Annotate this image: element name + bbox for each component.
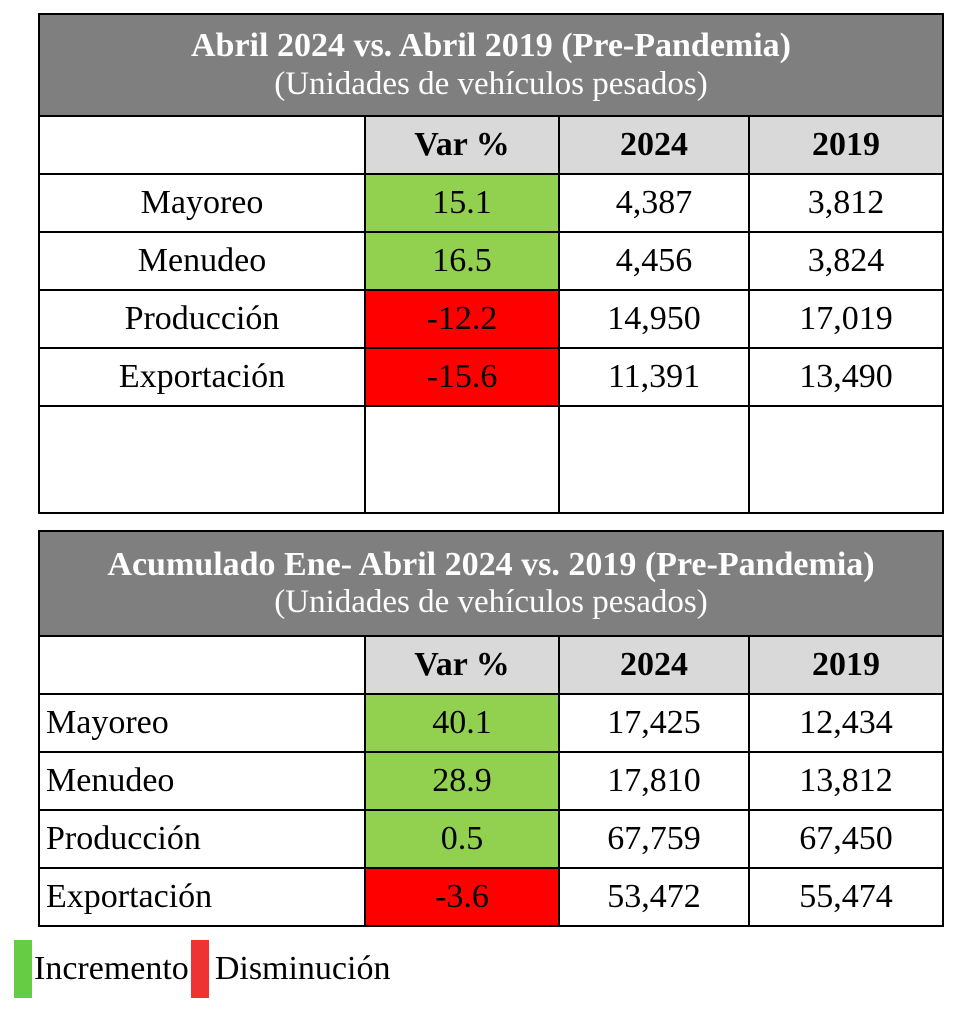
header-2019: 2019 (748, 115, 944, 175)
header-blank-cell (38, 115, 366, 175)
row-label: Producción (38, 289, 366, 349)
var-cell: 28.9 (364, 751, 560, 811)
table-row: Menudeo 16.5 4,456 3,824 (38, 231, 944, 291)
var-cell: -12.2 (364, 289, 560, 349)
row-label: Mayoreo (38, 173, 366, 233)
var-cell: 0.5 (364, 809, 560, 869)
table-title-cell: Abril 2024 vs. Abril 2019 (Pre-Pandemia)… (38, 13, 944, 117)
value-2024: 4,387 (558, 173, 750, 233)
empty-cell (38, 405, 366, 514)
header-row: Var % 2024 2019 (38, 115, 944, 175)
value-2024: 53,472 (558, 867, 750, 927)
row-label: Mayoreo (38, 693, 366, 753)
empty-cell (748, 405, 944, 514)
value-2024: 4,456 (558, 231, 750, 291)
table-title: Abril 2024 vs. Abril 2019 (Pre-Pandemia) (191, 27, 791, 65)
decrease-swatch (190, 940, 209, 998)
value-2019: 3,824 (748, 231, 944, 291)
row-label: Menudeo (38, 751, 366, 811)
var-cell: 16.5 (364, 231, 560, 291)
header-blank-cell (38, 635, 366, 695)
table-row: Exportación -3.6 53,472 55,474 (38, 867, 945, 927)
value-2019: 13,490 (748, 347, 944, 407)
table-row: Menudeo 28.9 17,810 13,812 (38, 751, 945, 811)
empty-row (38, 405, 944, 514)
row-label: Menudeo (38, 231, 366, 291)
var-cell: 15.1 (364, 173, 560, 233)
decrease-legend-label: Disminución (214, 950, 391, 987)
header-var: Var % (364, 635, 560, 695)
header-2024: 2024 (558, 115, 750, 175)
var-cell: 40.1 (364, 693, 560, 753)
table-subtitle: (Unidades de vehículos pesados) (274, 584, 708, 621)
value-2024: 11,391 (558, 347, 750, 407)
table-row: Mayoreo 15.1 4,387 3,812 (38, 173, 944, 233)
value-2024: 67,759 (558, 809, 750, 869)
table-subtitle: (Unidades de vehículos pesados) (274, 65, 708, 102)
row-label: Producción (38, 809, 366, 869)
cumulative-comparison-table: Acumulado Ene- Abril 2024 vs. 2019 (Pre-… (37, 530, 945, 927)
table-row: Producción 0.5 67,759 67,450 (38, 809, 945, 869)
value-2024: 17,810 (558, 751, 750, 811)
row-label: Exportación (38, 867, 366, 927)
table-title-cell: Acumulado Ene- Abril 2024 vs. 2019 (Pre-… (37, 530, 945, 637)
header-2019: 2019 (747, 635, 945, 695)
table-row: Producción -12.2 14,950 17,019 (38, 289, 944, 349)
value-2019: 3,812 (748, 173, 944, 233)
var-cell: -15.6 (364, 347, 560, 407)
row-label: Exportación (38, 347, 366, 407)
increase-legend-label: Incremento (34, 950, 189, 987)
header-row: Var % 2024 2019 (38, 635, 945, 695)
value-2019: 17,019 (748, 289, 944, 349)
value-2019: 12,434 (747, 693, 945, 753)
table-row: Mayoreo 40.1 17,425 12,434 (38, 693, 945, 753)
header-var: Var % (364, 115, 560, 175)
value-2019: 55,474 (747, 867, 945, 927)
legend: Incremento Disminución (14, 940, 390, 998)
value-2024: 14,950 (558, 289, 750, 349)
empty-cell (364, 405, 560, 514)
header-2024: 2024 (558, 635, 750, 695)
var-cell: -3.6 (364, 867, 560, 927)
value-2019: 13,812 (747, 751, 945, 811)
table-row: Exportación -15.6 11,391 13,490 (38, 347, 944, 407)
value-2019: 67,450 (747, 809, 945, 869)
increase-swatch (14, 940, 32, 998)
monthly-comparison-table: Abril 2024 vs. Abril 2019 (Pre-Pandemia)… (38, 13, 944, 514)
table-title: Acumulado Ene- Abril 2024 vs. 2019 (Pre-… (107, 545, 875, 583)
empty-cell (558, 405, 750, 514)
value-2024: 17,425 (558, 693, 750, 753)
